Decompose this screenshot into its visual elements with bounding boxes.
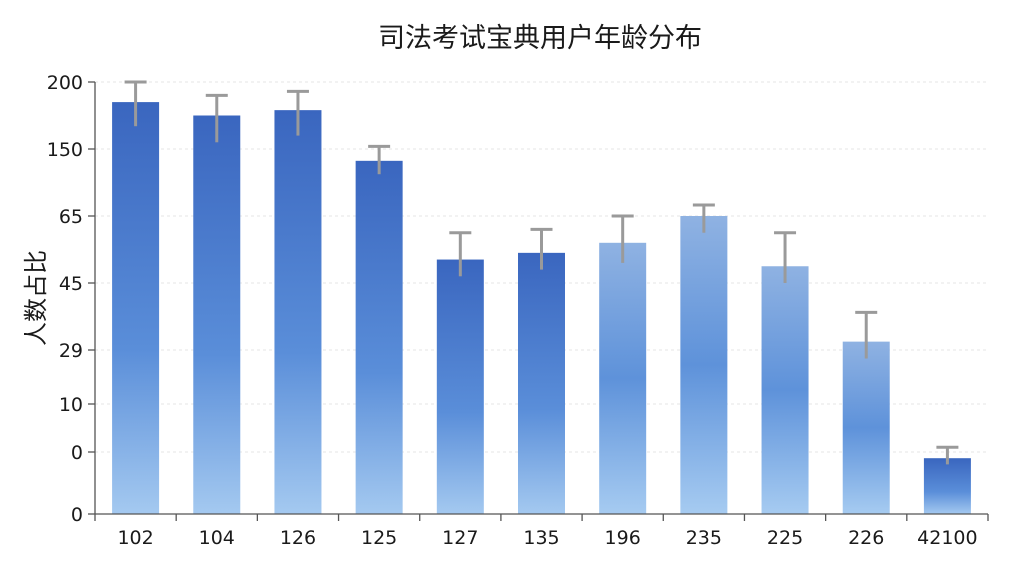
x-tick-label: 125 — [361, 527, 397, 549]
x-tick-label: 235 — [686, 527, 722, 549]
bar — [436, 259, 484, 514]
x-tick-label: 42100 — [917, 527, 977, 549]
x-tick-label: 225 — [767, 527, 803, 549]
x-tick-label: 196 — [605, 527, 641, 549]
x-tick-label: 104 — [199, 527, 235, 549]
y-tick-label: 29 — [59, 340, 83, 362]
bar — [355, 160, 403, 514]
bar — [274, 110, 322, 514]
y-tick-label: 0 — [71, 442, 83, 464]
bar — [193, 115, 241, 514]
bar — [761, 266, 809, 514]
bar — [923, 458, 971, 514]
bar — [599, 242, 647, 515]
x-tick-label: 126 — [280, 527, 316, 549]
y-tick-label: 65 — [59, 206, 83, 228]
y-axis-label: 人数占比 — [22, 250, 50, 346]
y-tick-label: 0 — [71, 504, 83, 526]
x-tick-label: 226 — [848, 527, 884, 549]
x-tick-label: 102 — [117, 527, 153, 549]
y-tick-label: 150 — [47, 139, 83, 161]
y-tick-label: 10 — [59, 394, 83, 416]
x-tick-label: 135 — [523, 527, 559, 549]
chart-title: 司法考试宝典用户年龄分布 — [378, 23, 702, 54]
bar — [680, 216, 728, 514]
x-tick-label: 127 — [442, 527, 478, 549]
y-tick-label: 200 — [47, 72, 83, 94]
bar — [112, 102, 160, 514]
y-tick-label: 45 — [59, 273, 83, 295]
bar — [842, 341, 890, 514]
bar — [518, 252, 565, 514]
